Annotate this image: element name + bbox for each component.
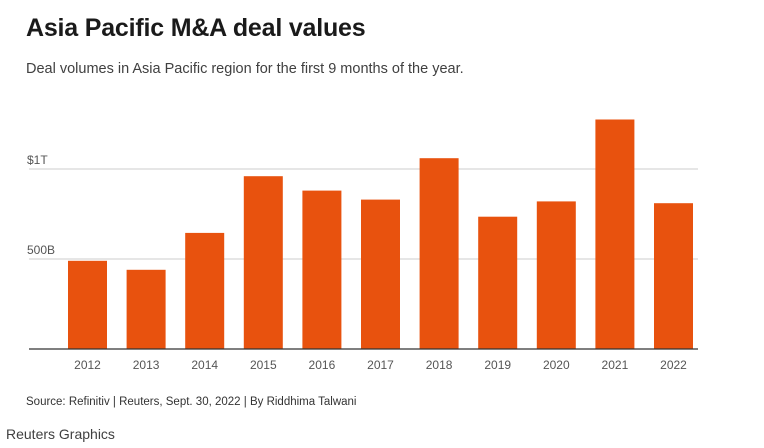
x-tick-label: 2018 <box>426 358 453 372</box>
bar-2015 <box>243 176 283 349</box>
x-tick-label: 2012 <box>74 358 101 372</box>
x-tick-label: 2017 <box>367 358 394 372</box>
bar-2020 <box>536 201 576 349</box>
x-tick-label: 2022 <box>660 358 687 372</box>
bar-2013 <box>126 269 166 349</box>
x-tick-label: 2014 <box>191 358 218 372</box>
y-tick-label: $1T <box>27 153 48 167</box>
x-tick-label: 2016 <box>309 358 336 372</box>
bar-2017 <box>361 199 400 349</box>
x-tick-label: 2020 <box>543 358 570 372</box>
bar-2019 <box>478 216 518 349</box>
bar-2022 <box>654 203 693 349</box>
x-tick-label: 2019 <box>484 358 511 372</box>
chart-title: Asia Pacific M&A deal values <box>26 14 366 42</box>
x-tick-label: 2013 <box>133 358 160 372</box>
y-tick-label: 500B <box>27 243 55 257</box>
chart-subtitle: Deal volumes in Asia Pacific region for … <box>26 61 464 77</box>
source-note: Source: Refinitiv | Reuters, Sept. 30, 2… <box>26 396 357 408</box>
x-tick-label: 2021 <box>602 358 629 372</box>
bar-2012 <box>68 260 107 349</box>
bar-2016 <box>302 190 342 349</box>
bar-2014 <box>185 232 225 349</box>
bar-2018 <box>419 158 459 349</box>
reuters-graphics-credit: Reuters Graphics <box>6 426 115 442</box>
bar-2021 <box>595 119 635 349</box>
x-tick-labels: 2012 2013 2014 2015 2016 2017 2018 2019 2020 2021… <box>74 358 687 372</box>
x-tick-label: 2015 <box>250 358 277 372</box>
bars <box>68 119 693 349</box>
